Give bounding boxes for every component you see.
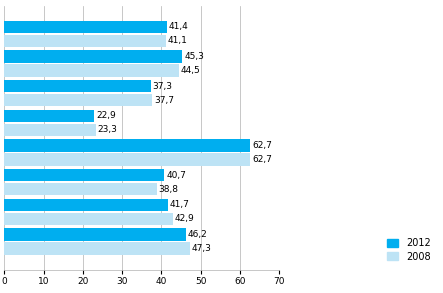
Text: 37,3: 37,3 [153,82,173,91]
Text: 46,2: 46,2 [188,230,207,239]
Bar [4,242,190,255]
Bar [4,199,168,211]
Bar [4,50,182,63]
Text: 62,7: 62,7 [253,155,272,164]
Text: 47,3: 47,3 [192,244,212,253]
Bar [4,169,164,181]
Text: 62,7: 62,7 [253,141,272,150]
Text: 40,7: 40,7 [166,171,186,180]
Bar [4,183,157,195]
Text: 45,3: 45,3 [184,52,204,61]
Text: 41,7: 41,7 [170,200,190,209]
Text: 41,4: 41,4 [169,23,189,31]
Bar [4,21,167,33]
Bar [4,153,250,166]
Bar [4,213,173,225]
Text: 41,1: 41,1 [167,36,187,45]
Bar [4,80,151,93]
Text: 42,9: 42,9 [175,214,194,223]
Bar [4,35,166,47]
Bar [4,110,94,122]
Text: 22,9: 22,9 [96,111,116,120]
Bar [4,139,250,152]
Bar [4,64,179,77]
Text: 37,7: 37,7 [154,96,174,105]
Legend: 2012, 2008: 2012, 2008 [384,235,434,265]
Bar [4,124,96,136]
Bar [4,228,186,241]
Text: 44,5: 44,5 [181,66,201,75]
Bar [4,94,152,106]
Text: 23,3: 23,3 [98,125,118,134]
Text: 38,8: 38,8 [159,185,179,194]
